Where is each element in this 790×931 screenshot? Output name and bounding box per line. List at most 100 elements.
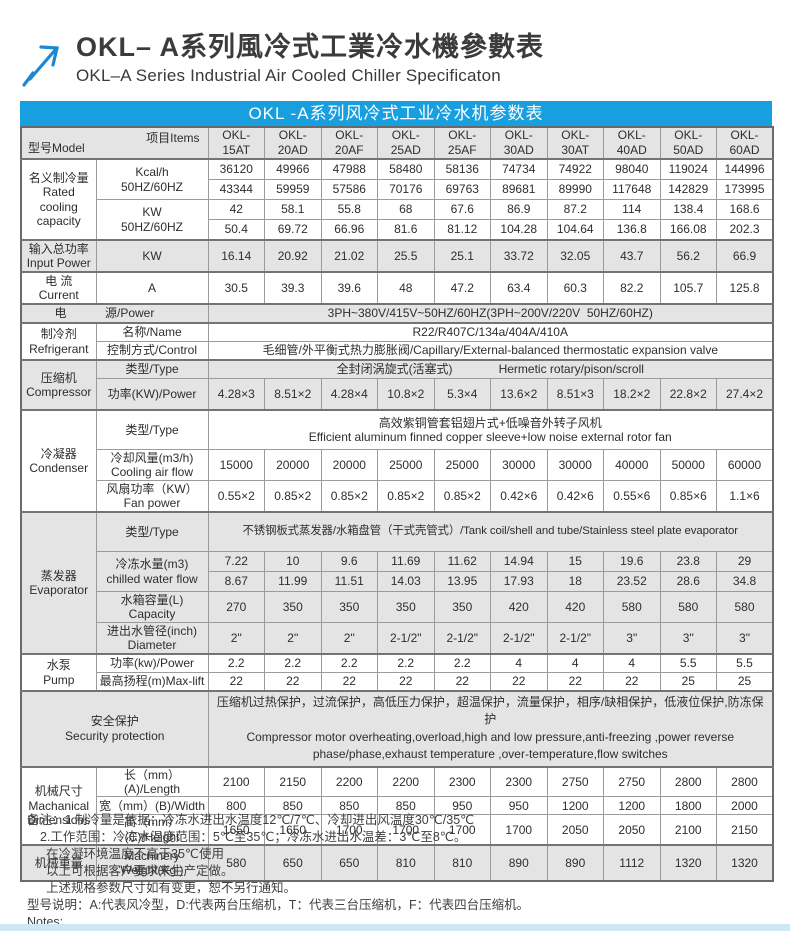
value-cell: 22.8×2 bbox=[659, 378, 717, 411]
value-cell: OKL-20AD bbox=[264, 126, 322, 160]
value-cell: 3" bbox=[659, 622, 717, 655]
value-cell: 22 bbox=[320, 672, 378, 692]
value-cell: 117648 bbox=[603, 179, 661, 200]
value-cell: 2300 bbox=[490, 765, 548, 798]
value-cell: 58.1 bbox=[264, 199, 322, 220]
value-cell: 25000 bbox=[377, 449, 435, 481]
value-cell: 5.5 bbox=[716, 653, 774, 673]
value-cell: 580 bbox=[603, 591, 661, 623]
item-height-label: 高（mm）(C)/Height bbox=[95, 814, 209, 846]
value-cell: 30.5 bbox=[207, 271, 265, 305]
row-pump-lift: 最高扬程(m)Max-lift 22 22 22 22 22 22 22 22 25 25 bbox=[21, 672, 774, 692]
evaporator-type-value: 不锈钢板式蒸发器/水箱盘管（干式壳管式）/Tank coil/shell and… bbox=[207, 511, 774, 552]
value-cell: 580 bbox=[716, 591, 774, 623]
value-cell: 49966 bbox=[264, 158, 322, 180]
value-cell: 56.2 bbox=[659, 239, 717, 273]
value-cell: 270 bbox=[207, 591, 265, 623]
value-cell: 2750 bbox=[603, 765, 661, 798]
value-cell: 22 bbox=[433, 672, 491, 692]
row-models: 型号Model 项目Items OKL-15AT OKL-20AD OKL-20AF… bbox=[20, 126, 774, 160]
value-cell: 2-1/2" bbox=[433, 622, 491, 655]
condenser-type-value: 高效紫铜管套铝翅片式+低噪音外转子风机 Efficient aluminum f… bbox=[207, 409, 774, 450]
value-cell: 7.22 bbox=[207, 551, 265, 572]
value-cell: 50000 bbox=[659, 449, 717, 481]
value-cell: 2.2 bbox=[433, 653, 491, 673]
value-cell: 86.9 bbox=[490, 199, 548, 220]
value-cell: 2150 bbox=[264, 765, 322, 798]
value-cell: 3" bbox=[603, 622, 661, 655]
row-kcal-60hz: 43344 59959 57586 70176 69763 89681 89990 11764… bbox=[21, 179, 774, 200]
note-line: 2.工作范围：冷冻水温度范围：5℃至35℃；冷冻水进出水温差：3℃至8℃。 bbox=[40, 830, 467, 844]
value-cell: 25000 bbox=[433, 449, 491, 481]
value-cell: 8.67 bbox=[207, 571, 265, 592]
value-cell: 33.72 bbox=[490, 239, 548, 273]
value-cell: 1800 bbox=[659, 796, 717, 816]
value-cell: 22 bbox=[377, 672, 435, 692]
corner-model-label: 型号Model bbox=[28, 140, 85, 155]
page-title: OKL– A系列風冷式工業冷水機參數表 bbox=[76, 32, 545, 62]
value-cell: 114 bbox=[603, 199, 661, 220]
value-cell: 74734 bbox=[490, 158, 548, 180]
note-line-model-legend: 型号说明：A:代表风冷型，D:代表两台压缩机，T：代表三台压缩机，F：代表四台压… bbox=[27, 898, 530, 912]
row-evaporator-water-50hz: 冷冻水量(m3) chilled water flow 7.22 10 9.6 11.… bbox=[21, 551, 774, 592]
row-kw-60hz: 50.4 69.72 66.96 81.6 81.12 104.28 104.64 136.8… bbox=[21, 219, 774, 241]
value-cell: 2" bbox=[320, 622, 378, 655]
value-cell: 104.64 bbox=[546, 219, 604, 241]
value-cell: 14.94 bbox=[490, 551, 548, 572]
value-cell: 70176 bbox=[377, 179, 435, 200]
value-cell: 1700 bbox=[433, 814, 491, 846]
page-subtitle: OKL–A Series Industrial Air Cooled Chill… bbox=[76, 65, 501, 85]
value-cell: 4 bbox=[546, 653, 604, 673]
value-cell: 68 bbox=[377, 199, 435, 220]
value-cell: 66.96 bbox=[320, 219, 378, 241]
compressor-type-cn: 全封闭涡旋式(活塞式) bbox=[336, 362, 453, 377]
value-cell: 25 bbox=[716, 672, 774, 692]
value-cell: 63.4 bbox=[490, 271, 548, 305]
row-weight: 机械重量 Machinery Weight(Kg ) 580 650 650 810 8… bbox=[20, 844, 774, 882]
value-cell: 350 bbox=[433, 591, 491, 623]
item-evaporator-pipe-label: 进出水管径(inch) Diameter bbox=[95, 622, 209, 655]
value-cell: 2100 bbox=[659, 814, 717, 846]
value-cell: 15000 bbox=[207, 449, 265, 481]
corner-items-label: 项目Items bbox=[146, 131, 200, 145]
row-refrigerant-name: 制冷剂 Refrigerant 名称/Name R22/R407C/134a/4… bbox=[20, 322, 774, 361]
power-supply-value: 3PH~380V/415V~50HZ/60HZ(3PH~200V/220V 50… bbox=[207, 303, 774, 324]
value-cell: 4.28×4 bbox=[320, 378, 378, 411]
value-cell: 28.6 bbox=[659, 571, 717, 592]
row-input-power: 输入总功率 Input Power KW 16.14 20.92 21.02 25.5… bbox=[20, 239, 774, 273]
power-label-right: 源/Power bbox=[105, 306, 155, 321]
value-cell: 32.05 bbox=[546, 239, 604, 273]
value-cell: 420 bbox=[490, 591, 548, 623]
value-cell: 0.85×6 bbox=[659, 480, 717, 513]
value-cell: 8.51×2 bbox=[264, 378, 322, 411]
value-cell: 10.8×2 bbox=[377, 378, 435, 411]
note-line: 上述规格参数尺寸如有变更，恕不另行通知。 bbox=[46, 881, 297, 895]
section-condenser-label: 冷凝器 Condenser bbox=[20, 409, 97, 513]
value-cell: 420 bbox=[546, 591, 604, 623]
value-cell: 2200 bbox=[377, 765, 435, 798]
value-cell: 2100 bbox=[207, 765, 265, 798]
value-cell: 2750 bbox=[546, 765, 604, 798]
item-evaporator-tank-label: 水箱容量(L) Capacity bbox=[95, 591, 209, 623]
value-cell: 22 bbox=[603, 672, 661, 692]
value-cell: 144996 bbox=[716, 158, 774, 180]
value-cell: 350 bbox=[264, 591, 322, 623]
value-cell: 2200 bbox=[320, 765, 378, 798]
security-value: 压缩机过热保护，过流保护，高低压力保护，超温保护，流量保护，相序/缺相保护，低液… bbox=[207, 690, 774, 768]
spec-table: 型号Model 项目Items OKL-15AT OKL-20AD OKL-20AF… bbox=[20, 126, 774, 883]
value-cell: 25.5 bbox=[377, 239, 435, 273]
value-cell: 40000 bbox=[603, 449, 661, 481]
security-value-cn: 压缩机过热保护，过流保护，高低压力保护，超温保护，流量保护，相序/缺相保护，低液… bbox=[216, 695, 764, 727]
value-cell: 39.3 bbox=[264, 271, 322, 305]
value-cell: OKL-25AF bbox=[433, 126, 491, 160]
value-cell: 0.85×2 bbox=[433, 480, 491, 513]
value-cell: 1650 bbox=[264, 814, 322, 846]
value-cell: 50.4 bbox=[207, 219, 265, 241]
page-bottom-strip bbox=[0, 924, 790, 931]
value-cell: 17.93 bbox=[490, 571, 548, 592]
value-cell: 27.4×2 bbox=[716, 378, 774, 411]
value-cell: 16.14 bbox=[207, 239, 265, 273]
value-cell: 1200 bbox=[603, 796, 661, 816]
value-cell: 39.6 bbox=[320, 271, 378, 305]
value-cell: 69763 bbox=[433, 179, 491, 200]
